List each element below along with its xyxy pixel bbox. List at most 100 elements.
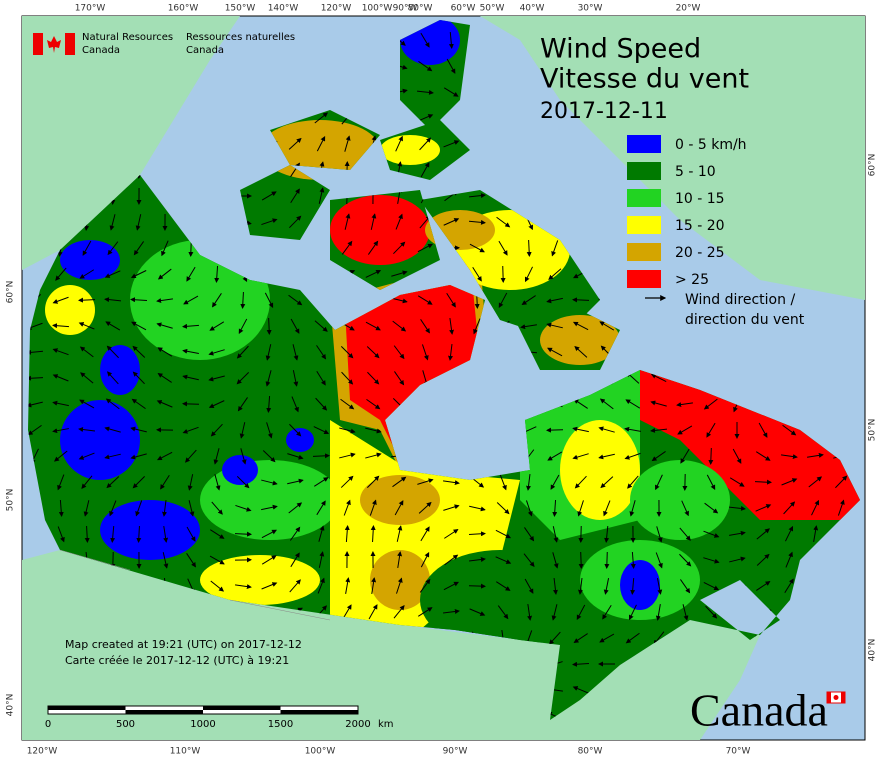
wind-arrow (131, 321, 147, 331)
wind-arrow (496, 502, 510, 515)
lon-label: 80°W (578, 747, 603, 757)
lat-label: 60°N (6, 281, 16, 304)
wind-arrow (341, 371, 354, 385)
wind-arrow (262, 450, 276, 463)
wind-arrow (290, 162, 300, 177)
wind-arrow (28, 424, 42, 436)
wordmark: Canada (690, 685, 846, 736)
legend-swatch (627, 189, 661, 207)
wind-arrow (679, 553, 692, 567)
wind-arrow (289, 579, 301, 593)
wind-arrow (650, 400, 667, 407)
wind-arrow (265, 370, 272, 387)
wind-arrow (419, 137, 432, 151)
wind-arrow (469, 243, 485, 253)
lon-label: 20°W (676, 4, 701, 14)
wind-arrow (656, 578, 663, 595)
wind-arrow (449, 318, 455, 335)
wind-arrow (546, 427, 564, 433)
wind-arrow (157, 451, 173, 461)
wind-arrow (163, 526, 169, 543)
wind-arrow (182, 348, 199, 354)
wind-arrow (261, 504, 278, 511)
wind-arrow (396, 525, 403, 542)
wind-arrow (287, 478, 304, 485)
legend-label: > 25 (675, 272, 709, 288)
wind-arrow (524, 578, 534, 594)
wind-arrow (236, 476, 250, 489)
lon-label: 100°W (305, 747, 336, 757)
wind-arrow (318, 525, 325, 542)
wind-arrow (288, 294, 303, 306)
wind-arrow (446, 292, 456, 308)
wind-arrow (655, 604, 661, 621)
lon-label: 120°W (27, 747, 58, 757)
wind-arrow (600, 476, 614, 489)
wind-arrow (316, 370, 326, 386)
wind-arrow (371, 577, 377, 594)
wind-arrow (289, 215, 302, 229)
wind-arrow (52, 428, 69, 434)
wind-arrow (835, 475, 848, 489)
wind-arrow (344, 213, 351, 230)
wind-arrow (78, 322, 95, 330)
wind-arrow (188, 500, 195, 517)
wind-arrow (316, 500, 326, 516)
wind-arrow (420, 526, 430, 542)
wind-arrow (261, 191, 277, 201)
wind-arrow (785, 551, 793, 568)
wind-arrow (234, 531, 252, 537)
wind-arrow (58, 499, 64, 517)
wind-arrow (520, 324, 537, 330)
wind-arrow (572, 686, 589, 694)
wind-arrow (624, 426, 641, 432)
wind-arrow (290, 318, 300, 334)
wind-arrow (182, 426, 199, 434)
lon-label: 90°W (443, 747, 468, 757)
wind-arrow (261, 218, 278, 226)
wind-arrow (527, 604, 533, 621)
wind-arrow (574, 345, 588, 358)
wind-arrow (629, 500, 636, 517)
wind-arrow (576, 604, 586, 620)
wind-arrow (365, 270, 382, 278)
wind-arrow (393, 345, 405, 360)
lon-label: 70°W (726, 747, 751, 757)
wind-arrow (704, 502, 719, 514)
wind-arrow (572, 321, 589, 331)
wind-arrow (497, 605, 509, 620)
wind-arrow (444, 554, 459, 566)
wind-arrow (235, 584, 252, 590)
wind-arrow (469, 608, 486, 616)
wind-arrow (577, 500, 584, 517)
wind-arrow (261, 529, 277, 539)
lon-label: 140°W (268, 4, 299, 14)
lon-label: 60°W (451, 4, 476, 14)
wind-arrow (132, 371, 145, 385)
wind-arrow (443, 581, 459, 591)
wind-arrow (525, 500, 533, 517)
wind-arrow (238, 318, 248, 334)
wind-arrow (345, 577, 351, 594)
wind-arrow (548, 631, 561, 645)
wind-arrow (650, 427, 668, 433)
wind-arrow (28, 401, 43, 408)
wind-arrow (342, 604, 352, 620)
usa (22, 550, 760, 740)
lon-label: 100°W (362, 4, 393, 14)
wind-arrow (811, 499, 819, 516)
wind-arrow (546, 297, 563, 304)
wind-arrow (292, 370, 299, 387)
wind-arrow (340, 398, 355, 410)
wind-arrow (473, 318, 481, 335)
wind-arrow (784, 578, 794, 594)
wind-arrow (417, 607, 433, 617)
wind-arrow (393, 241, 406, 255)
wind-arrow (758, 422, 768, 438)
wind-arrow (239, 422, 246, 439)
wind-arrow (552, 499, 558, 517)
wind-arrow (572, 661, 590, 667)
wind-arrow (703, 398, 718, 410)
wind-arrow (448, 31, 454, 49)
wind-arrow (417, 295, 433, 305)
